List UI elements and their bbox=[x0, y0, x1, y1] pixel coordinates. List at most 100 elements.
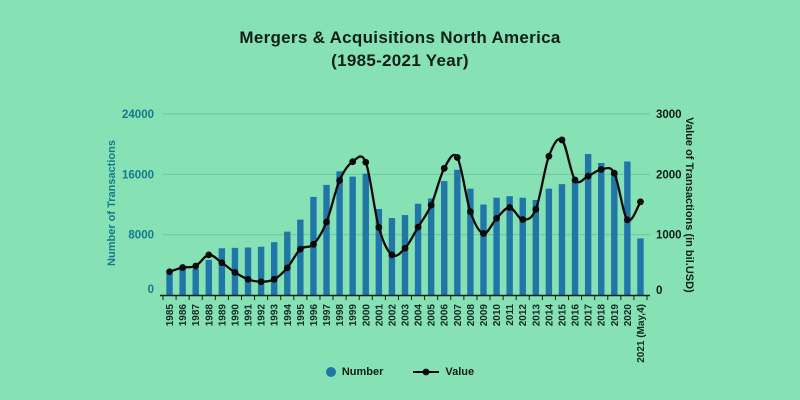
x-tick-label-2016: 2016 bbox=[571, 304, 582, 327]
value-dot-2001 bbox=[375, 224, 383, 231]
legend: Number Value bbox=[0, 366, 800, 378]
bar-1985 bbox=[166, 273, 173, 295]
bar-2000 bbox=[362, 173, 369, 295]
bar-2006 bbox=[441, 181, 448, 295]
x-tick-label-2015: 2015 bbox=[557, 304, 568, 327]
x-tick-label-2001: 2001 bbox=[374, 304, 385, 327]
value-dot-1998 bbox=[336, 176, 343, 184]
x-tick-label-2017: 2017 bbox=[584, 304, 595, 327]
x-tick-label-2004: 2004 bbox=[414, 304, 425, 327]
value-dot-1995 bbox=[296, 245, 304, 253]
value-dot-2003 bbox=[401, 244, 409, 252]
value-dot-2010 bbox=[493, 214, 500, 222]
bar-2020 bbox=[624, 161, 631, 295]
value-dot-2008 bbox=[467, 208, 474, 216]
y-axis-left-title: Number of Transactions bbox=[106, 140, 118, 266]
x-tick-label-1992: 1992 bbox=[257, 304, 268, 327]
value-dot-2004 bbox=[414, 223, 422, 231]
y-left-tick-label: 8000 bbox=[128, 230, 154, 242]
x-tick-label-2021: 2021 (May,4) bbox=[636, 304, 647, 363]
legend-item-value: Value bbox=[413, 366, 474, 378]
value-dot-2014 bbox=[545, 152, 553, 160]
value-dot-1989 bbox=[218, 259, 226, 267]
x-tick-label-1989: 1989 bbox=[217, 304, 228, 327]
value-dot-1999 bbox=[349, 158, 357, 166]
value-dot-2013 bbox=[532, 205, 540, 213]
x-tick-label-2013: 2013 bbox=[531, 304, 542, 327]
bar-1997 bbox=[323, 184, 330, 295]
bar-2013 bbox=[532, 199, 540, 295]
x-tick-label-1986: 1986 bbox=[178, 304, 189, 327]
value-dot-1992 bbox=[257, 278, 265, 286]
bar-2021 bbox=[637, 238, 644, 295]
value-dot-1994 bbox=[283, 264, 291, 272]
chart-title-block: Mergers & Acquisitions North America (19… bbox=[0, 26, 800, 72]
value-dot-1993 bbox=[270, 275, 278, 283]
x-tick-label-2019: 2019 bbox=[610, 304, 621, 327]
value-dot-1985 bbox=[166, 268, 173, 276]
bar-2008 bbox=[467, 188, 474, 295]
value-dot-2018 bbox=[597, 166, 605, 173]
value-dot-1996 bbox=[310, 240, 317, 248]
x-tick-label-1997: 1997 bbox=[322, 304, 333, 327]
bar-1992 bbox=[257, 246, 265, 295]
bar-2001 bbox=[375, 209, 383, 295]
x-tick-label-2010: 2010 bbox=[492, 304, 503, 327]
bar-2015 bbox=[558, 184, 566, 295]
x-tick-label-1995: 1995 bbox=[296, 304, 307, 327]
x-tick-label-1990: 1990 bbox=[230, 304, 241, 327]
bar-2010 bbox=[493, 197, 500, 295]
y-left-tick-label: 24000 bbox=[122, 109, 154, 121]
x-tick-label-1996: 1996 bbox=[309, 304, 320, 327]
bar-2017 bbox=[584, 153, 592, 295]
bar-2009 bbox=[480, 204, 487, 295]
value-series-marker-icon bbox=[413, 368, 440, 376]
value-dot-1997 bbox=[323, 218, 330, 226]
chart-subtitle: (1985-2021 Year) bbox=[331, 51, 469, 70]
bar-2003 bbox=[401, 215, 409, 295]
bar-2018 bbox=[598, 163, 605, 295]
bar-2019 bbox=[611, 172, 618, 295]
x-tick-label-2018: 2018 bbox=[597, 304, 608, 327]
bar-2011 bbox=[506, 196, 513, 295]
number-series-marker-icon bbox=[325, 367, 336, 377]
value-dot-1991 bbox=[244, 275, 252, 283]
x-tick-label-1985: 1985 bbox=[165, 304, 176, 327]
chart-title: Mergers & Acquisitions North America bbox=[239, 28, 561, 47]
x-tick-label-2009: 2009 bbox=[479, 304, 490, 327]
value-dot-2012 bbox=[519, 216, 527, 223]
x-tick-label-1993: 1993 bbox=[270, 304, 281, 327]
x-tick-label-2014: 2014 bbox=[544, 304, 555, 327]
value-dot-2006 bbox=[440, 164, 448, 172]
value-dot-2017 bbox=[584, 172, 592, 180]
x-tick-label-2012: 2012 bbox=[518, 304, 529, 327]
y-right-tick-label: 0 bbox=[656, 285, 662, 297]
bar-1999 bbox=[349, 176, 356, 295]
x-tick-label-1987: 1987 bbox=[191, 304, 202, 327]
value-dot-2015 bbox=[558, 136, 566, 144]
bar-2004 bbox=[414, 203, 422, 295]
value-dot-2016 bbox=[571, 176, 579, 184]
bar-2012 bbox=[519, 197, 526, 295]
value-dot-2007 bbox=[453, 154, 461, 161]
x-tick-label-1999: 1999 bbox=[348, 304, 359, 327]
x-tick-label-2006: 2006 bbox=[440, 304, 451, 327]
bar-1989 bbox=[218, 248, 226, 295]
y-left-tick-label: 0 bbox=[148, 284, 154, 296]
value-dot-2019 bbox=[610, 169, 618, 177]
bar-1994 bbox=[284, 231, 291, 295]
bar-2014 bbox=[545, 188, 553, 295]
value-dot-1987 bbox=[192, 262, 200, 270]
y-left-tick-label: 16000 bbox=[122, 169, 154, 181]
value-dot-2009 bbox=[480, 230, 487, 237]
y-right-tick-label: 2000 bbox=[656, 169, 682, 181]
bar-1995 bbox=[297, 219, 304, 295]
bar-1988 bbox=[205, 259, 212, 295]
bar-1991 bbox=[244, 247, 252, 295]
x-tick-label-1994: 1994 bbox=[283, 304, 294, 327]
x-tick-label-2000: 2000 bbox=[361, 304, 372, 327]
x-tick-label-2020: 2020 bbox=[623, 304, 634, 327]
bar-2016 bbox=[571, 181, 579, 295]
